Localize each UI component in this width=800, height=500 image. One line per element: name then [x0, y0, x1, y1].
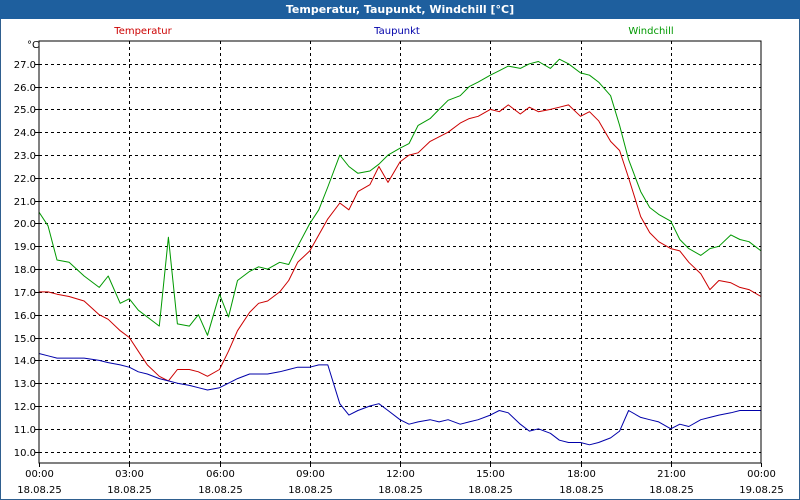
y-tick-label: 24.0	[14, 128, 36, 139]
chart-title: Temperatur, Taupunkt, Windchill [°C]	[0, 0, 800, 19]
x-tick-time-label: 12:00	[386, 469, 415, 480]
x-tick-date-label: 18.08.25	[198, 485, 243, 496]
series-line-taupunkt	[38, 353, 761, 446]
y-tick-label: 16.0	[14, 311, 36, 322]
x-tick-time-label: 06:00	[206, 469, 235, 480]
y-tick-label: 15.0	[14, 334, 36, 345]
y-tick-label: 21.0	[14, 197, 36, 208]
y-tick-label: 12.0	[14, 402, 36, 413]
x-tick-time-label: 15:00	[476, 469, 505, 480]
series-line-temperatur	[39, 104, 762, 382]
y-axis-label: °C	[27, 40, 39, 51]
legend-entry-windchill: Windchill	[628, 26, 673, 37]
x-tick-time-label: 00:00	[25, 469, 54, 480]
x-tick-time-label: 09:00	[296, 469, 325, 480]
y-tick-label: 11.0	[14, 425, 36, 436]
legend-entry-temperatur: Temperatur	[113, 26, 172, 37]
x-tick-time-label: 21:00	[657, 469, 686, 480]
x-tick-date-label: 18.08.25	[559, 485, 604, 496]
x-tick-date-label: 18.08.25	[17, 485, 62, 496]
y-tick-label: 18.0	[14, 265, 36, 276]
x-tick-date-label: 18.08.25	[378, 485, 423, 496]
x-tick-time-label: 00:00	[747, 469, 776, 480]
y-tick-label: 17.0	[14, 288, 36, 299]
x-tick-date-label: 18.08.25	[468, 485, 513, 496]
y-tick-label: 26.0	[14, 83, 36, 94]
x-tick-date-label: 18.08.25	[649, 485, 694, 496]
y-tick-label: 20.0	[14, 219, 36, 230]
y-tick-label: 13.0	[14, 379, 36, 390]
x-tick-time-label: 18:00	[567, 469, 596, 480]
legend-entry-taupunkt: Taupunkt	[373, 26, 420, 37]
x-tick-date-label: 19.08.25	[739, 485, 784, 496]
y-tick-label: 14.0	[14, 356, 36, 367]
y-tick-label: 22.0	[14, 174, 36, 185]
x-tick-date-label: 18.08.25	[107, 485, 152, 496]
y-tick-label: 10.0	[14, 448, 36, 459]
y-tick-label: 27.0	[14, 60, 36, 71]
x-tick-date-label: 18.08.25	[288, 485, 333, 496]
x-tick-time-label: 03:00	[115, 469, 144, 480]
y-tick-label: 25.0	[14, 105, 36, 116]
series-line-windchill	[38, 58, 762, 336]
y-tick-label: 19.0	[14, 242, 36, 253]
y-tick-label: 23.0	[14, 151, 36, 162]
